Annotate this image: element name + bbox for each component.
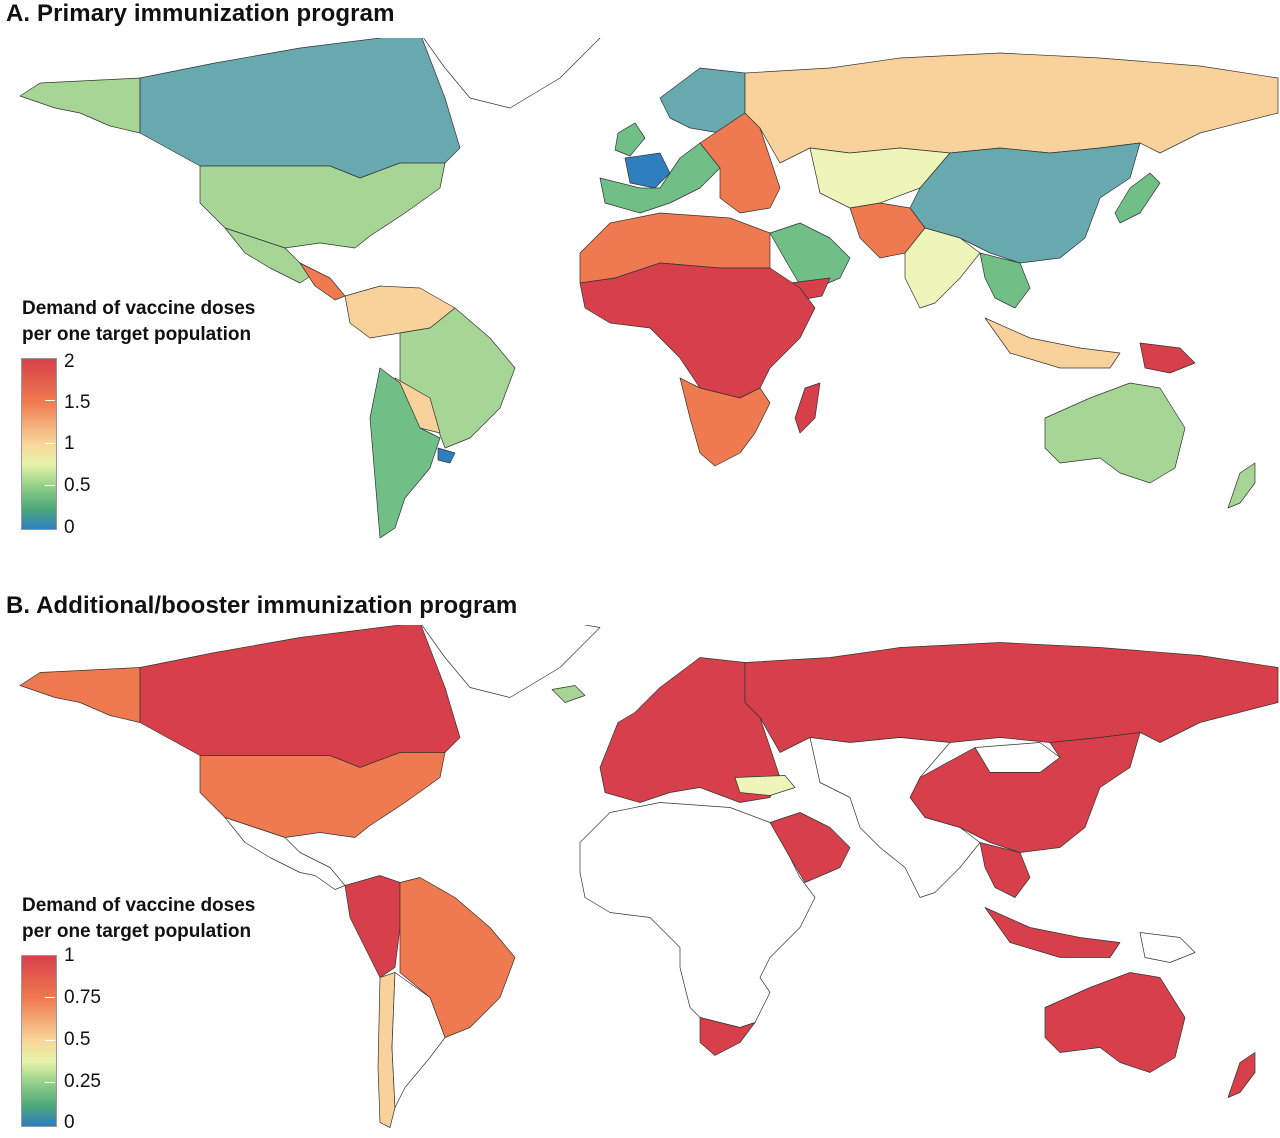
- map-b-landmasses: [19, 625, 1279, 1128]
- world-map-booster: [19, 625, 1279, 1128]
- legend-b-title-line1: Demand of vaccine doses: [22, 895, 256, 916]
- region-uk: [614, 122, 646, 157]
- legend-b-title: Demand of vaccine doses per one target p…: [22, 893, 255, 945]
- region-southeast-asia: [979, 842, 1031, 898]
- region-arabia: [769, 222, 851, 294]
- legend-a-tickmark: [45, 443, 55, 444]
- legend-a-tick-label: 1.5: [64, 392, 91, 413]
- legend-b-tick-label: 0.5: [64, 1029, 91, 1050]
- legend-a-title-line1: Demand of vaccine doses: [22, 298, 256, 319]
- region-turkey: [734, 775, 796, 796]
- legend-a-tick-label: 2: [64, 351, 75, 372]
- legend-a-tick-label: 0: [64, 517, 75, 538]
- world-map-primary: [19, 38, 1279, 539]
- region-alaska: [19, 77, 141, 134]
- legend-a-tickmark: [45, 400, 55, 401]
- region-france: [624, 152, 671, 189]
- region-canada: [139, 38, 461, 179]
- region-australia: [1044, 382, 1186, 484]
- legend-b-tickmark: [45, 1082, 55, 1083]
- region-greenland: [423, 38, 601, 109]
- legend-b-tick-label: 1: [64, 945, 75, 966]
- panel-b-title: B. Additional/booster immunization progr…: [6, 592, 518, 619]
- region-southern-africa: [679, 377, 771, 467]
- region-japan: [1114, 172, 1161, 224]
- legend-b-tickmark: [45, 997, 55, 998]
- region-greenland: [421, 625, 601, 698]
- region-central-south-asia: [809, 737, 981, 898]
- legend-b-tick-label: 0.25: [64, 1071, 101, 1092]
- region-europe: [599, 657, 781, 803]
- region-sub-saharan-africa: [579, 262, 816, 399]
- region-uruguay: [437, 447, 456, 464]
- legend-a-title-line2: per one target population: [22, 324, 252, 345]
- region-indonesia: [984, 317, 1121, 369]
- legend-a-tickmark: [45, 485, 55, 486]
- legend-a-tick-label: 1: [64, 433, 75, 454]
- map-a-landmasses: [19, 38, 1279, 539]
- region-mexico-central-america: [224, 817, 346, 890]
- legend-b-tick-label: 0: [64, 1112, 75, 1133]
- region-india: [904, 227, 981, 309]
- region-central-america: [299, 262, 346, 301]
- region-brazil: [399, 877, 516, 1038]
- region-iceland: [551, 685, 586, 703]
- region-argentina: [391, 972, 446, 1108]
- legend-b-colorbar: [21, 955, 57, 1127]
- region-australia: [1044, 972, 1186, 1073]
- region-canada: [139, 625, 461, 768]
- region-madagascar: [794, 382, 821, 434]
- panel-a-title: A. Primary immunization program: [6, 0, 395, 27]
- legend-a-title: Demand of vaccine doses per one target p…: [22, 296, 255, 348]
- legend-a-tick-label: 0.5: [64, 475, 91, 496]
- region-russia: [744, 52, 1279, 164]
- region-argentina-chile: [369, 367, 441, 539]
- region-new-zealand: [1227, 462, 1256, 509]
- legend-b-tick-label: 0.75: [64, 987, 101, 1008]
- region-indonesia: [984, 907, 1121, 958]
- region-alaska: [19, 667, 141, 723]
- region-russia: [744, 642, 1279, 753]
- legend-a-colorbar: [21, 358, 57, 530]
- legend-b-tickmark: [45, 1040, 55, 1041]
- region-new-zealand: [1227, 1052, 1256, 1098]
- region-southeast-asia: [979, 252, 1031, 309]
- region-africa: [579, 802, 816, 1028]
- region-png: [1139, 932, 1196, 963]
- region-png: [1139, 342, 1196, 374]
- region-colombia-ecuador-peru: [344, 875, 401, 978]
- region-south-africa: [699, 1017, 756, 1056]
- region-saudi-arabia: [769, 812, 851, 883]
- legend-b-title-line2: per one target population: [22, 921, 252, 942]
